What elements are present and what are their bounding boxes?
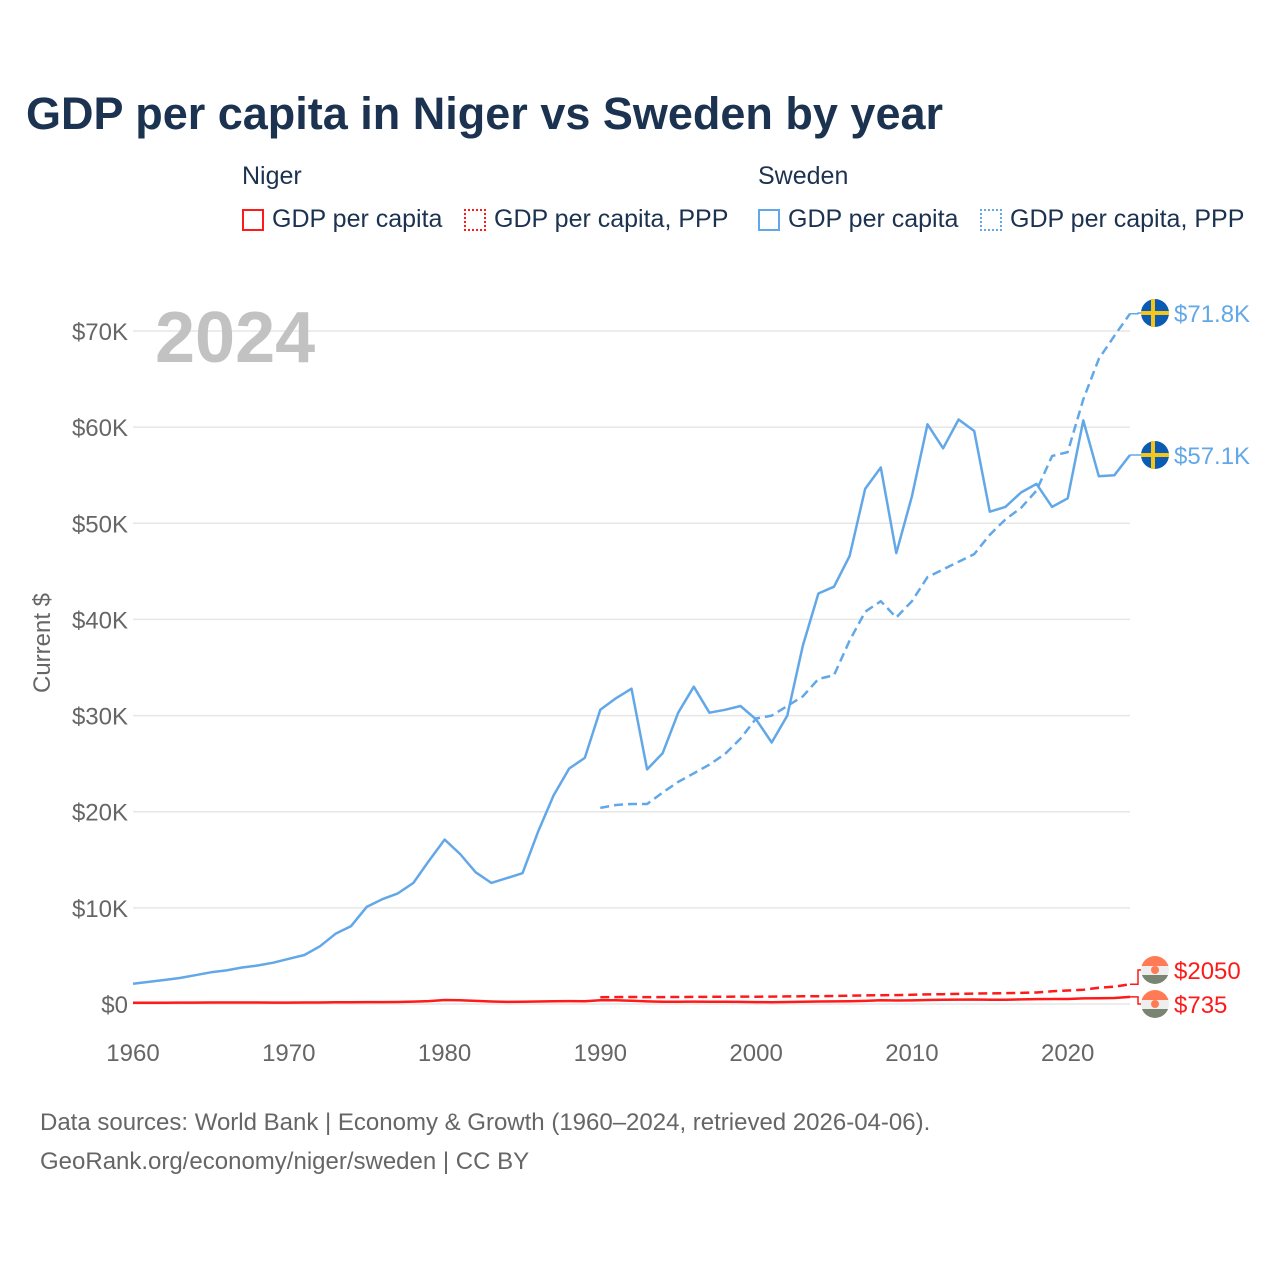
x-tick-label: 2020 — [1041, 1040, 1094, 1067]
year-watermark: 2024 — [155, 298, 315, 378]
leader-line — [1130, 996, 1141, 1005]
series-line-niger-gdp-per-capita — [132, 995, 1131, 1005]
x-tick-label: 1980 — [418, 1040, 471, 1067]
leader-line — [1130, 312, 1141, 315]
y-tick-label: $30K — [72, 704, 128, 731]
end-value-label: $57.1K — [1174, 443, 1250, 470]
legend-label: GDP per capita, PPP — [494, 205, 729, 233]
flag-stripe — [1141, 956, 1169, 966]
legend-swatch-dotted — [464, 208, 486, 231]
flag-disc — [1151, 966, 1159, 974]
legend-swatch-dotted — [980, 208, 1002, 231]
y-tick-label: $70K — [72, 319, 128, 346]
flag-cross — [1151, 441, 1155, 469]
series-line-sweden-gdp-per-capita — [132, 418, 1131, 986]
y-tick-label: $40K — [72, 607, 128, 634]
y-axis-label: Current $ — [29, 593, 56, 693]
y-tick-label: $10K — [72, 896, 128, 923]
legend-swatch-solid — [242, 208, 264, 231]
flag-stripe — [1141, 1009, 1169, 1018]
footer-sources: Data sources: World Bank | Economy & Gro… — [40, 1109, 931, 1136]
legend-sweden-ppp[interactable]: GDP per capita, PPP — [980, 205, 1244, 234]
y-tick-label: $0 — [101, 992, 128, 1019]
y-tick-label: $50K — [72, 511, 128, 538]
flag-disc — [1151, 1000, 1159, 1008]
y-tick-label: $20K — [72, 800, 128, 827]
series-line-sweden-gdp-per-capita-ppp — [600, 312, 1132, 810]
legend-label: GDP per capita, PPP — [1010, 205, 1245, 233]
x-tick-label: 1970 — [262, 1040, 315, 1067]
x-tick-label: 2010 — [885, 1040, 938, 1067]
flag-cross — [1151, 299, 1155, 327]
legend-label: GDP per capita — [272, 205, 443, 233]
x-tick-label: 1990 — [574, 1040, 627, 1067]
legend-group-sweden: Sweden — [758, 162, 849, 190]
leader-line — [1130, 969, 1141, 986]
niger-flag-icon — [1141, 956, 1169, 984]
legend-group-niger: Niger — [242, 162, 302, 190]
end-value-label: $71.8K — [1174, 301, 1250, 328]
end-value-label: $735 — [1174, 992, 1227, 1019]
legend-niger-gdp[interactable]: GDP per capita — [242, 205, 442, 234]
legend-sweden-gdp[interactable]: GDP per capita — [758, 205, 958, 234]
end-value-label: $2050 — [1174, 958, 1241, 985]
legend-niger-ppp[interactable]: GDP per capita, PPP — [464, 205, 728, 234]
x-tick-label: 2000 — [729, 1040, 782, 1067]
flag-stripe — [1141, 975, 1169, 984]
series-line-niger-gdp-per-capita-ppp — [600, 983, 1131, 999]
flag-stripe — [1141, 990, 1169, 1000]
legend-swatch-solid — [758, 208, 780, 231]
x-tick-label: 1960 — [106, 1040, 159, 1067]
legend-label: GDP per capita — [788, 205, 959, 233]
chart-title: GDP per capita in Niger vs Sweden by yea… — [26, 88, 944, 139]
footer-link[interactable]: GeoRank.org/economy/niger/sweden | CC BY — [40, 1148, 530, 1175]
niger-flag-icon — [1141, 990, 1169, 1018]
y-tick-label: $60K — [72, 415, 128, 442]
